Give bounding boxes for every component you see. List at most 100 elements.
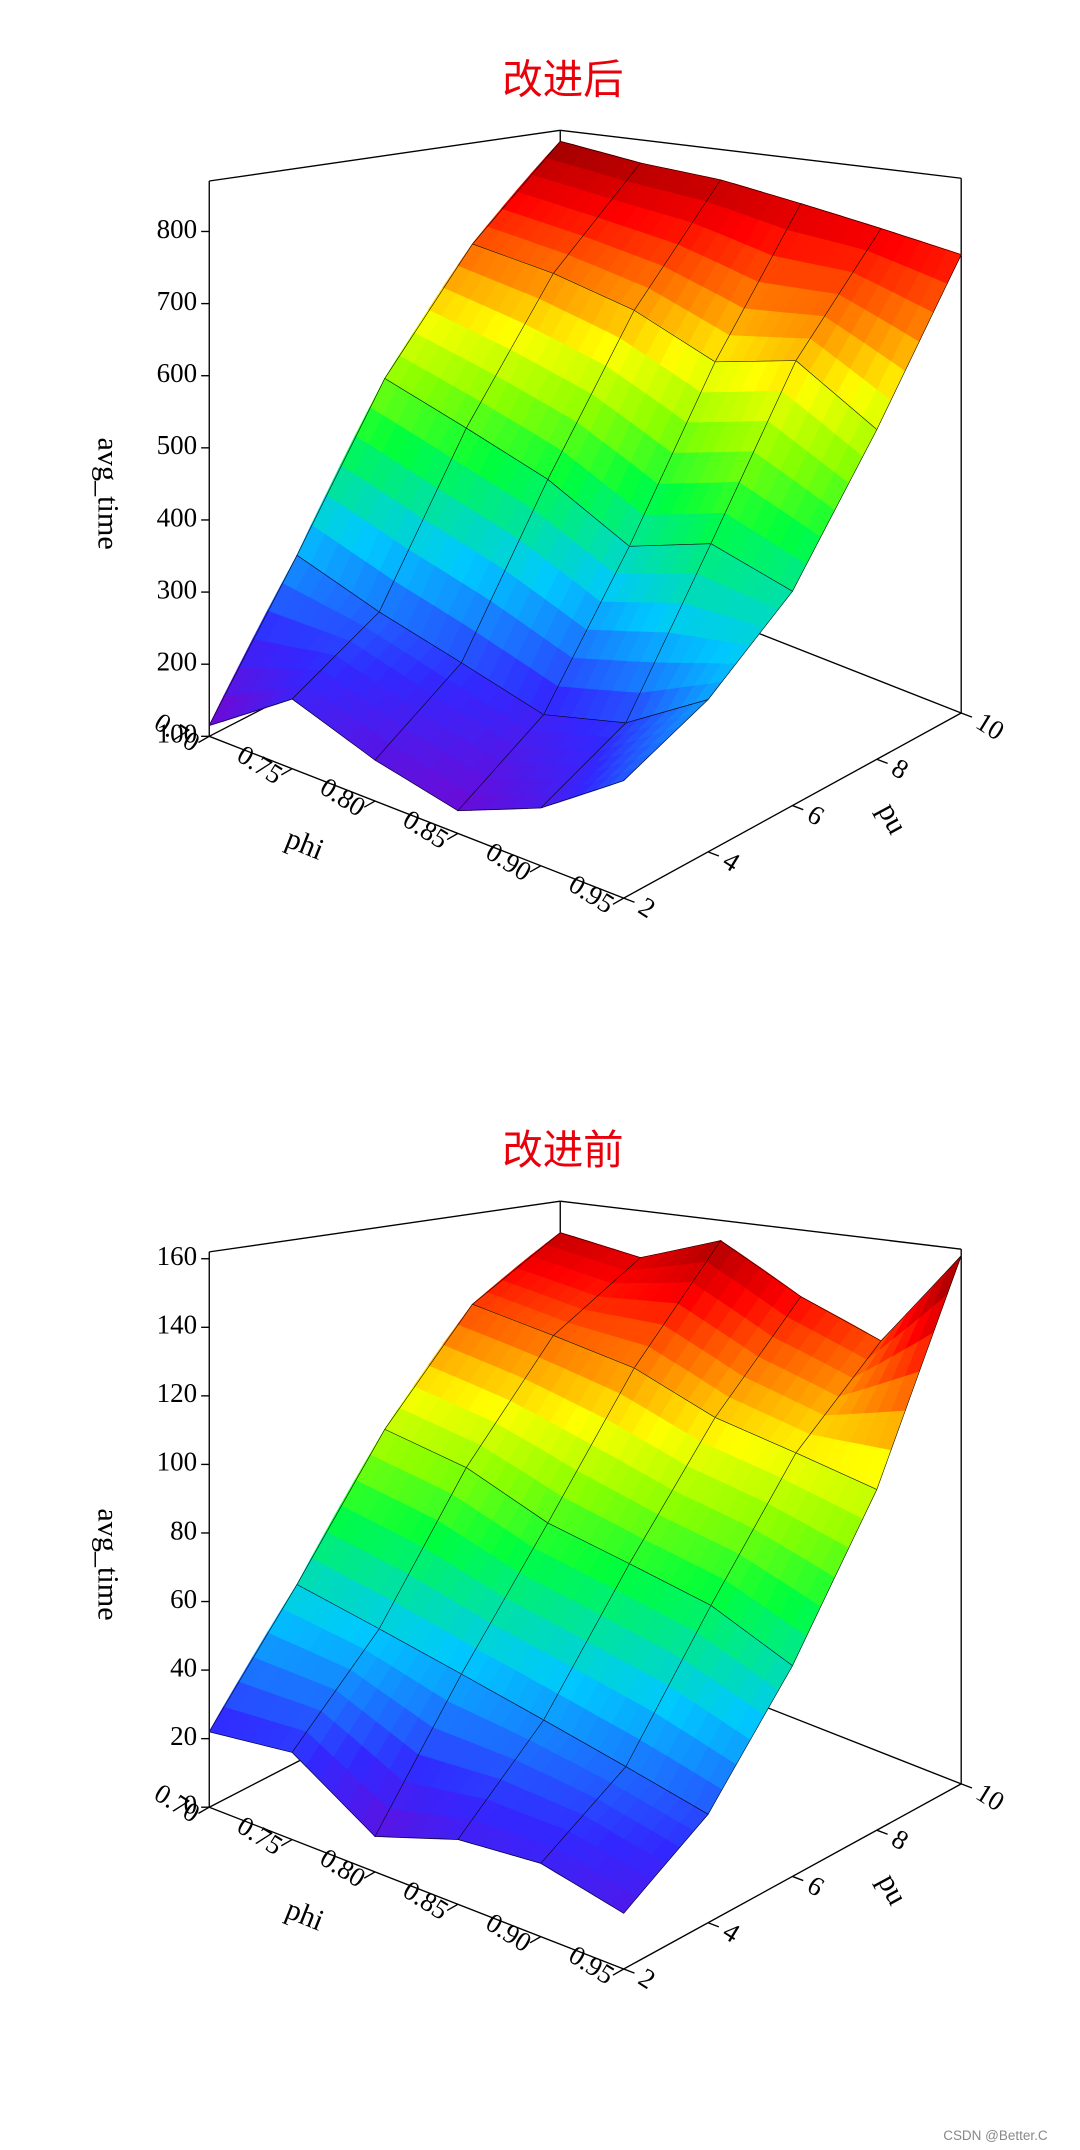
surface-patch xyxy=(378,427,549,664)
z-tick-label: 600 xyxy=(157,358,197,388)
x-axis xyxy=(209,735,624,899)
z-axis-label: avg_time xyxy=(92,1508,125,1620)
z-tick-label: 40 xyxy=(170,1652,197,1682)
y-axis-label: pu xyxy=(871,1868,914,1910)
surface-patch xyxy=(208,554,380,727)
x-tick xyxy=(446,832,459,841)
surface-patch xyxy=(714,1295,882,1454)
x-tick-label: 0.80 xyxy=(315,771,371,822)
y-tick xyxy=(623,897,635,903)
x-tick-label: 0.85 xyxy=(398,1875,454,1926)
x-tick xyxy=(281,1838,293,1847)
z-tick-label: 160 xyxy=(157,1241,197,1271)
surface-patch xyxy=(374,1673,545,1840)
x-tick-label: 0.90 xyxy=(481,1907,537,1958)
y-tick xyxy=(876,758,888,765)
z-tick-label: 800 xyxy=(157,214,197,244)
surface-patch xyxy=(710,1452,878,1667)
surface-patch xyxy=(540,1766,709,1914)
surface-patch xyxy=(547,309,716,548)
surface-patch xyxy=(714,203,882,363)
surface-patch xyxy=(378,1466,549,1675)
box-edge xyxy=(560,1200,962,1250)
x-tick xyxy=(363,1871,376,1879)
surface-patch xyxy=(471,140,642,274)
x-tick xyxy=(363,800,376,808)
z-tick-label: 100 xyxy=(157,1447,197,1477)
y-tick-label: 6 xyxy=(802,1870,829,1903)
z-tick-label: 700 xyxy=(157,286,197,316)
surface-patch xyxy=(543,1563,712,1768)
x-tick xyxy=(281,768,293,776)
z-tick-label: 20 xyxy=(170,1721,197,1751)
surface-patch xyxy=(633,179,802,363)
x-tick-label: 0.90 xyxy=(481,836,537,887)
surface-patch xyxy=(625,543,794,724)
x-tick xyxy=(529,865,542,873)
y-tick-label: 8 xyxy=(887,1823,914,1856)
z-tick-label: 400 xyxy=(157,502,197,532)
y-tick-label: 8 xyxy=(887,752,914,785)
y-tick xyxy=(876,1829,888,1835)
surface-patch xyxy=(710,359,878,592)
chart-title: 改进前 xyxy=(502,1126,623,1174)
x-tick xyxy=(529,1936,542,1944)
z-tick-label: 500 xyxy=(157,430,197,460)
mesh-line xyxy=(540,1766,709,1914)
z-tick-label: 80 xyxy=(170,1515,197,1545)
surface-patch xyxy=(633,1239,802,1419)
mesh-line xyxy=(540,699,709,809)
x-tick-label: 0.80 xyxy=(315,1842,371,1893)
surface-patch xyxy=(471,1232,642,1337)
surface-patch xyxy=(628,1416,797,1607)
x-tick-label: 0.85 xyxy=(398,804,454,855)
x-tick xyxy=(198,735,210,744)
x-tick xyxy=(612,1968,625,1976)
surface-patch xyxy=(384,1303,555,1469)
surface-patch xyxy=(552,1239,722,1369)
chart-title: 改进后 xyxy=(502,55,623,103)
watermark: CSDN @Better.C xyxy=(943,2128,1048,2143)
surface-patch xyxy=(628,360,797,547)
y-tick-label: 2 xyxy=(633,891,660,924)
z-tick-label: 300 xyxy=(157,574,197,604)
z-tick-label: 120 xyxy=(157,1378,197,1408)
surface-patch xyxy=(460,478,630,716)
box-edge xyxy=(209,1200,561,1253)
y-tick xyxy=(960,712,973,718)
y-tick xyxy=(707,1922,720,1928)
y-tick xyxy=(792,804,804,811)
surface-patch xyxy=(456,714,627,812)
z-tick-label: 100 xyxy=(157,718,197,748)
z-tick-label: 60 xyxy=(170,1584,197,1614)
surface-patch xyxy=(547,1367,716,1565)
box-edge xyxy=(560,129,962,179)
x-tick-label: 0.75 xyxy=(232,1810,288,1861)
x-tick xyxy=(446,1903,459,1912)
z-axis-label: avg_time xyxy=(92,438,125,550)
surface-patch xyxy=(795,1255,962,1491)
z-tick-label: 140 xyxy=(157,1309,197,1339)
surface-patch xyxy=(552,162,722,311)
y-tick-label: 10 xyxy=(971,706,1010,746)
x-axis xyxy=(209,1806,624,1970)
surface-patch xyxy=(296,377,467,613)
x-tick xyxy=(198,1806,210,1814)
box-edge xyxy=(209,129,561,182)
z-tick-label: 0 xyxy=(184,1789,198,1819)
x-tick-label: 0.95 xyxy=(564,1939,620,1990)
surface-patch xyxy=(795,228,962,431)
x-tick-label: 0.75 xyxy=(232,739,288,790)
surface-patch xyxy=(540,699,709,809)
x-tick-label: 0.95 xyxy=(564,868,620,919)
z-tick-label: 200 xyxy=(157,646,197,676)
x-tick xyxy=(612,897,625,905)
x-axis-label: phi xyxy=(281,1892,328,1937)
surface-patch xyxy=(465,272,635,481)
y-tick-label: 10 xyxy=(971,1777,1010,1817)
surface-patch xyxy=(460,1522,631,1721)
x-axis-label: phi xyxy=(281,821,328,866)
y-tick-label: 2 xyxy=(633,1962,660,1995)
